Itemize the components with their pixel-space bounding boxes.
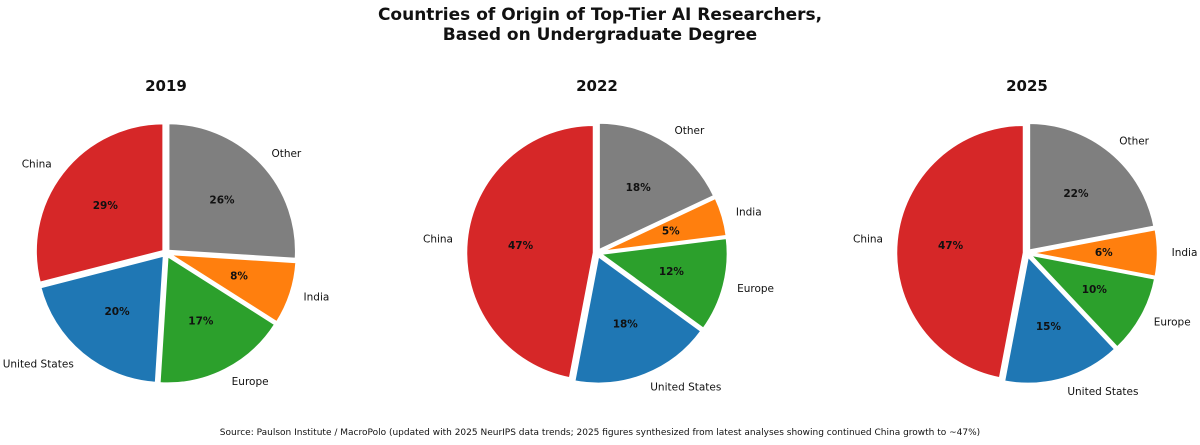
pct-label-india-2025: 6% (1095, 247, 1113, 259)
slice-united-states-2025 (1002, 254, 1117, 386)
chart-title: Countries of Origin of Top-Tier AI Resea… (378, 5, 822, 25)
pct-label-united-states-2019: 20% (104, 306, 130, 318)
pct-label-china-2022: 47% (508, 240, 534, 252)
slice-label-china-2019: China (22, 158, 52, 170)
slice-label-united-states-2019: United States (3, 358, 74, 370)
slice-label-other-2025: Other (1119, 136, 1149, 148)
slice-label-other-2019: Other (271, 148, 301, 160)
chart-subtitle: Based on Undergraduate Degree (443, 25, 757, 45)
slice-label-other-2022: Other (675, 125, 705, 137)
slice-united-states-2019 (38, 254, 166, 385)
slice-china-2022 (464, 123, 596, 380)
slice-india-2025 (1028, 227, 1160, 279)
pct-label-other-2025: 22% (1063, 188, 1089, 200)
slice-other-2022 (597, 121, 716, 252)
slice-europe-2022 (598, 236, 730, 331)
pct-label-china-2019: 29% (93, 200, 119, 212)
pct-label-europe-2022: 12% (659, 266, 685, 278)
slice-label-europe-2022: Europe (737, 283, 774, 295)
pct-label-india-2019: 8% (230, 271, 248, 283)
slice-europe-2025 (1028, 253, 1157, 350)
pie-chart-2019: 26% Other 8% India 17% Europe 20% United States… (3, 77, 330, 388)
pct-label-united-states-2022: 18% (613, 318, 639, 330)
slice-china-2025 (894, 123, 1026, 380)
slice-india-2019 (167, 252, 298, 324)
slice-europe-2019 (158, 254, 277, 385)
source-note: Source: Paulson Institute / MacroPolo (u… (220, 428, 980, 438)
pct-label-other-2019: 26% (209, 194, 235, 206)
pie-chart-2022: 18% Other 5% India 12% Europe 18% United States… (423, 77, 774, 393)
slice-label-europe-2025: Europe (1154, 317, 1191, 329)
pct-label-india-2022: 5% (662, 226, 680, 238)
slice-india-2022 (598, 196, 729, 254)
pct-label-europe-2025: 10% (1082, 284, 1108, 296)
slice-label-china-2025: China (853, 233, 883, 245)
slice-label-india-2025: India (1172, 247, 1198, 259)
slice-label-europe-2019: Europe (232, 376, 269, 388)
pie-title-2022: 2022 (576, 77, 618, 95)
pct-label-china-2025: 47% (938, 240, 964, 252)
pie-title-2025: 2025 (1006, 77, 1048, 95)
pie-title-2019: 2019 (145, 77, 187, 95)
slice-united-states-2022 (572, 254, 703, 386)
slice-label-india-2019: India (304, 292, 330, 304)
slice-label-india-2022: India (736, 207, 762, 219)
slice-label-united-states-2025: United States (1067, 386, 1138, 398)
pct-label-other-2022: 18% (626, 182, 652, 194)
pct-label-united-states-2025: 15% (1036, 321, 1062, 333)
slice-other-2025 (1027, 121, 1156, 252)
slice-other-2019 (166, 121, 298, 261)
slice-label-china-2022: China (423, 233, 453, 245)
pie-chart-2025: 22% Other 6% India 10% Europe 15% United States… (853, 77, 1197, 398)
slice-label-united-states-2022: United States (650, 381, 721, 393)
slice-china-2019 (34, 121, 165, 285)
pct-label-europe-2019: 17% (188, 315, 214, 327)
